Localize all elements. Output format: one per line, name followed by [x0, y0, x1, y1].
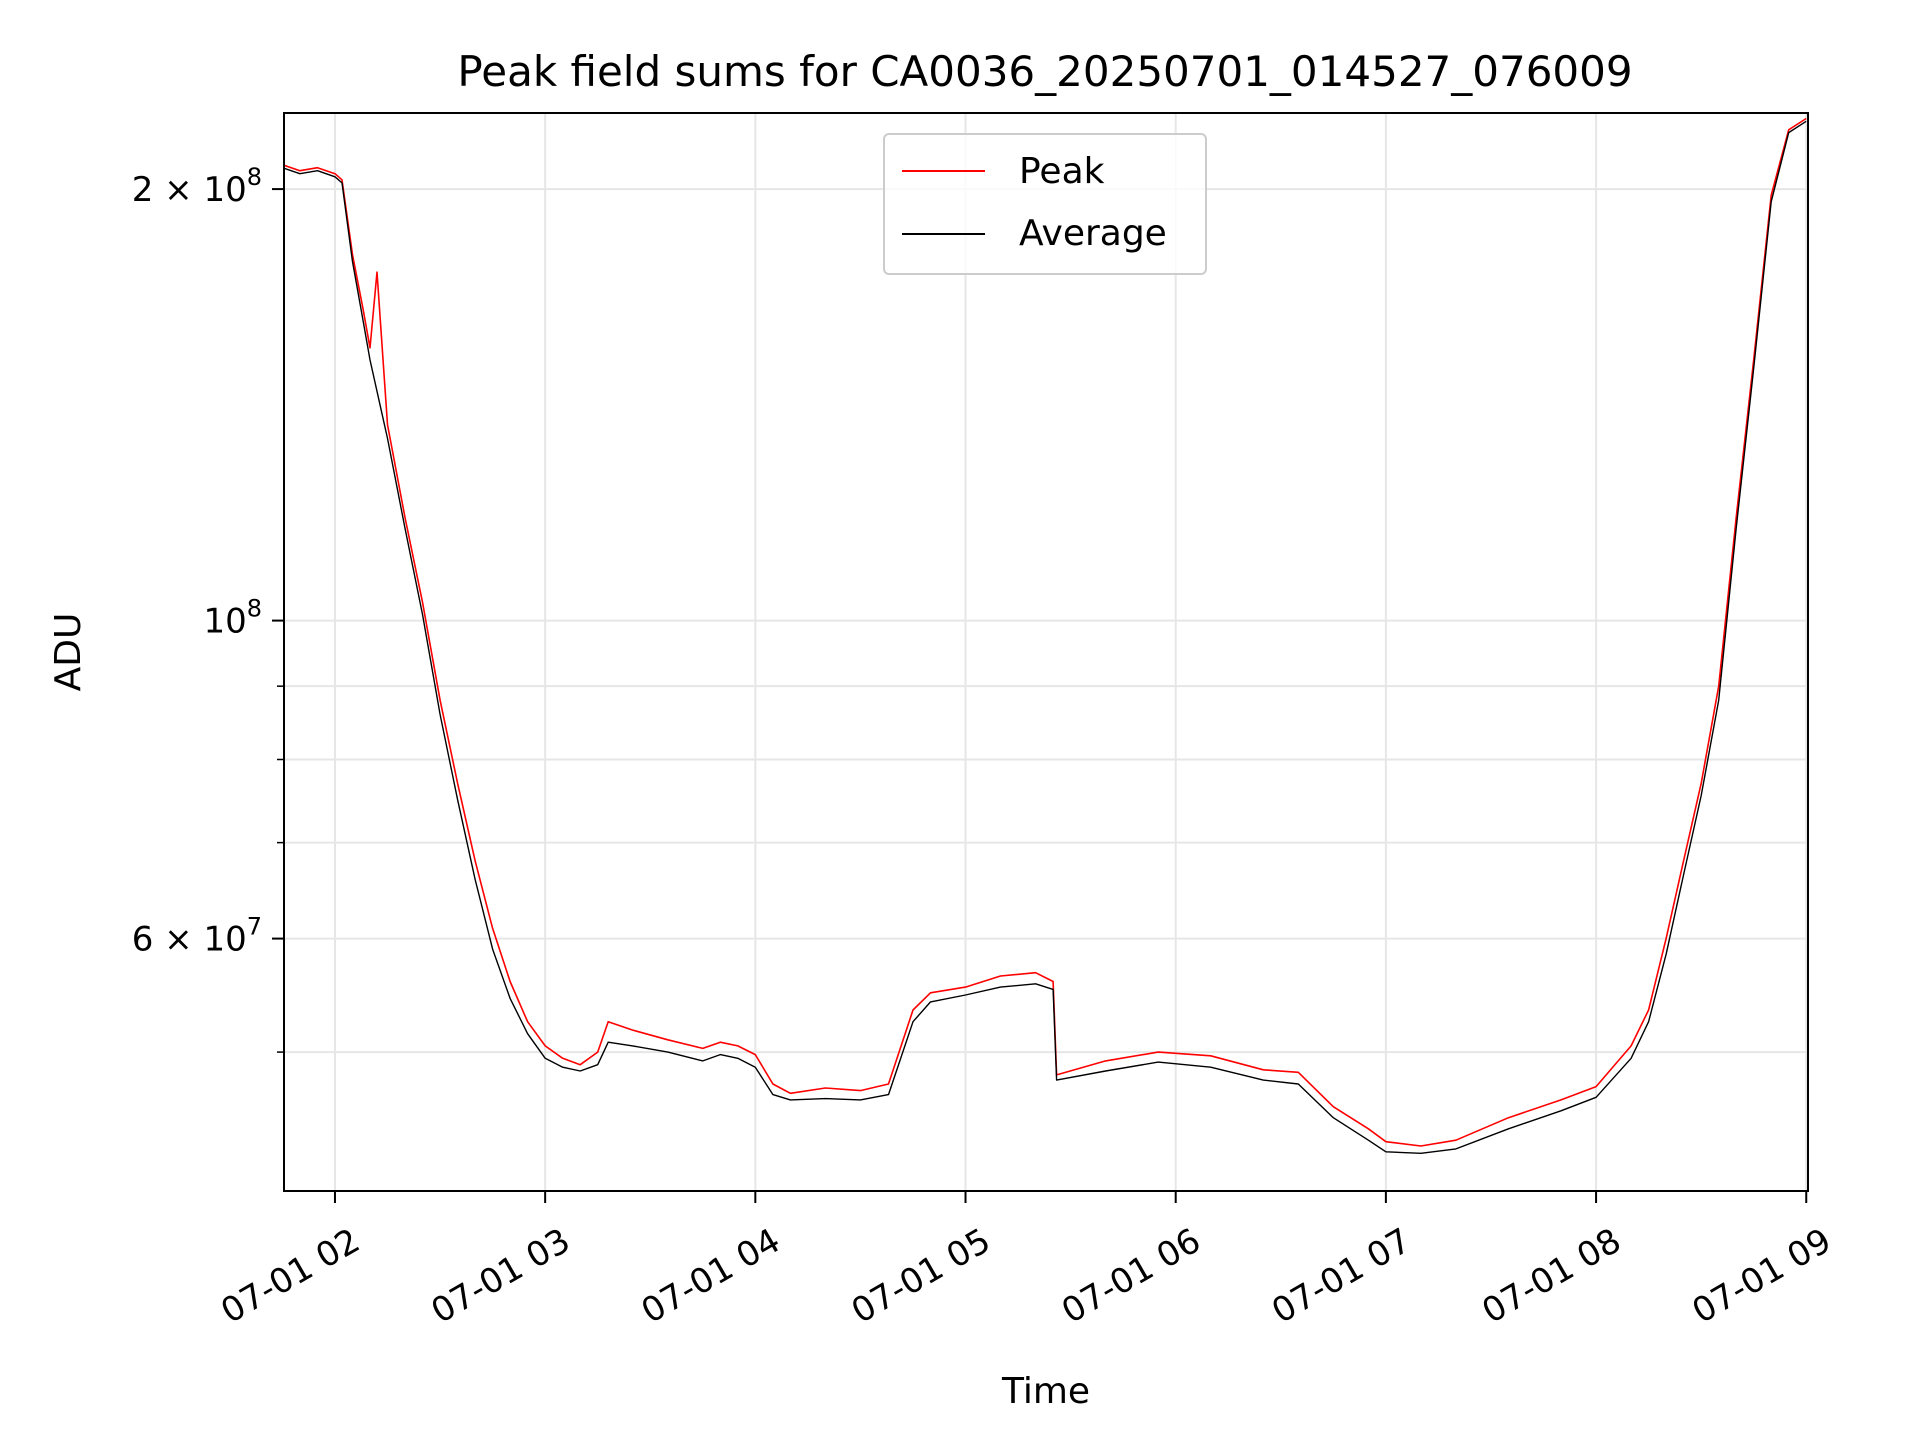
series-line-average [284, 120, 1807, 1154]
chart-title: Peak field sums for CA0036_20250701_0145… [457, 47, 1632, 96]
legend-label-peak: Peak [1019, 151, 1105, 192]
y-axis-label: ADU [48, 613, 89, 692]
plot-frame [283, 112, 1809, 1192]
y-tick-label: 6 × 107 [132, 913, 262, 960]
y-tick-label-exponent: 8 [247, 595, 262, 623]
legend-label-average: Average [1019, 213, 1167, 254]
y-tick-label-exponent: 8 [247, 163, 262, 191]
y-tick-label-base: 6 × 10 [132, 920, 247, 960]
plot-lines [284, 117, 1807, 1154]
y-tick-label-base: 10 [203, 602, 246, 642]
series-line-peak [284, 117, 1807, 1147]
legend: Peak Average [883, 133, 1207, 275]
legend-box [883, 133, 1207, 275]
y-tick-label-exponent: 7 [247, 913, 262, 941]
y-tick-label-base: 2 × 10 [132, 170, 247, 210]
x-axis-label: Time [1001, 1371, 1090, 1412]
y-tick-label: 108 [203, 595, 262, 642]
y-tick-label: 2 × 108 [132, 163, 262, 210]
